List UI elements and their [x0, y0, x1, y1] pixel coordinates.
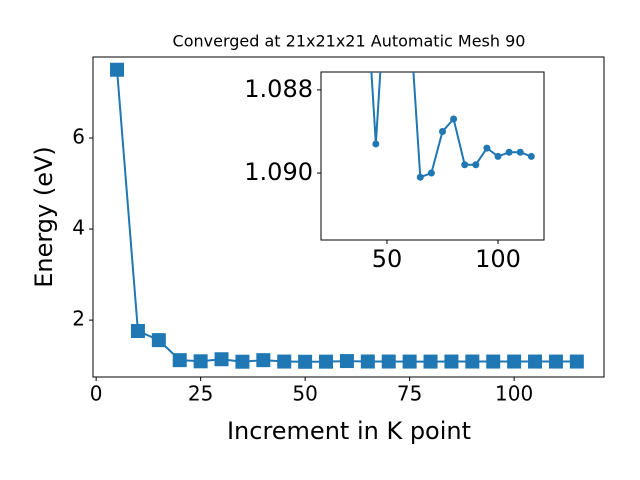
marker: [516, 148, 524, 156]
marker: [402, 354, 417, 369]
marker: [465, 354, 480, 369]
marker: [381, 354, 396, 369]
chart-title: Converged at 21x21x21 Automatic Mesh 90: [173, 32, 526, 51]
marker: [130, 324, 145, 339]
x-tick-label: 50: [372, 245, 403, 273]
marker: [494, 152, 502, 160]
marker: [450, 115, 458, 123]
marker: [339, 354, 354, 369]
x-tick-label: 100: [495, 382, 533, 406]
y-tick-label: 4: [72, 216, 85, 240]
marker: [527, 152, 535, 160]
x-axis-label: Increment in K point: [227, 417, 471, 445]
marker: [360, 354, 375, 369]
marker: [193, 354, 208, 369]
y-tick-label: 6: [72, 125, 85, 149]
x-tick-label: 50: [292, 382, 317, 406]
marker: [528, 354, 543, 369]
marker: [110, 62, 125, 77]
marker: [472, 161, 480, 169]
x-tick-label: 0: [90, 382, 103, 406]
marker: [235, 354, 250, 369]
plot-layer: [110, 62, 584, 369]
marker: [172, 353, 187, 368]
marker: [277, 354, 292, 369]
marker: [483, 144, 491, 152]
marker: [461, 161, 469, 169]
marker: [427, 169, 435, 177]
marker: [444, 354, 459, 369]
marker: [507, 354, 522, 369]
marker: [372, 140, 380, 148]
y-tick-label: 1.088: [244, 75, 313, 103]
marker: [151, 333, 166, 348]
marker: [438, 127, 446, 135]
y-tick-label: 1.090: [244, 158, 313, 186]
marker: [486, 354, 501, 369]
marker: [319, 354, 334, 369]
x-tick-label: 25: [188, 382, 213, 406]
plot-layer: [370, 72, 535, 181]
y-axis-label: Energy (eV): [30, 146, 58, 288]
marker: [423, 354, 438, 369]
marker: [416, 173, 424, 181]
y-tick-label: 2: [72, 307, 85, 331]
x-tick-label: 75: [397, 382, 422, 406]
marker: [569, 354, 584, 369]
marker: [298, 354, 313, 369]
series-line: [370, 72, 532, 179]
marker: [548, 354, 563, 369]
marker: [256, 353, 271, 368]
marker: [214, 352, 229, 367]
plot-area: [320, 71, 545, 241]
x-tick-label: 100: [475, 245, 521, 273]
marker: [505, 148, 513, 156]
